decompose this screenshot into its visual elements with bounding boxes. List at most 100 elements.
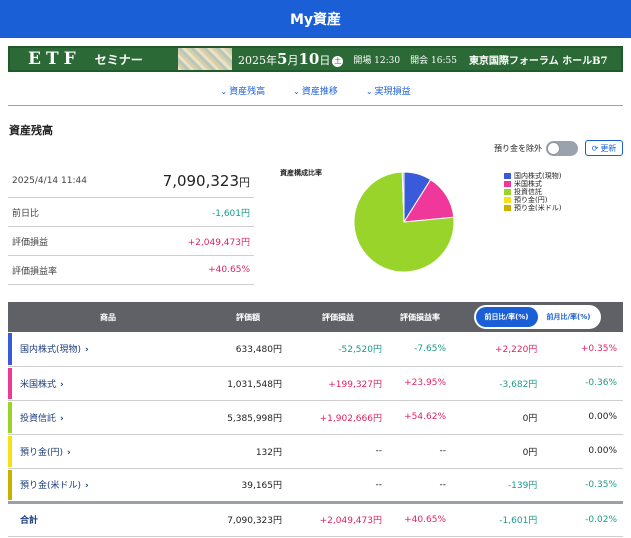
product-name-cell[interactable]: 米国株式 › — [8, 366, 208, 401]
app-header: My資産 — [0, 0, 631, 38]
cell-value: 7,090,323円 — [208, 500, 288, 537]
toggle-knob — [547, 142, 560, 155]
table-row[interactable]: 投資信託 › 5,385,998円 +1,902,666円 +54.62% 0円 0.00% — [8, 400, 623, 435]
cell-value: 633,480円 — [208, 332, 288, 367]
subnav-balance[interactable]: ⌄ 資産残高 — [220, 87, 266, 97]
cell-pl: -52,520円 — [288, 332, 388, 367]
allocation-pie-chart — [353, 171, 455, 273]
product-name-cell[interactable]: 投資信託 › — [8, 400, 208, 435]
banner-venue: 東京国際フォーラム ホールB7 — [468, 55, 608, 67]
legend-item: 米国株式 — [504, 180, 561, 188]
banner-illustration — [178, 48, 232, 70]
banner-right: 2025年5月10日土 開場 12:30 開会 16:55 東京国際フォーラム … — [228, 48, 621, 70]
legend-swatch — [504, 189, 511, 195]
legend-swatch — [504, 173, 511, 179]
col-product: 商品 — [8, 302, 208, 332]
tab-monthly-change[interactable]: 前月比/率(%) — [546, 313, 591, 321]
refresh-icon: ⟳ — [591, 143, 599, 153]
toggle-switch[interactable] — [546, 141, 578, 156]
cell-plr: +40.65% — [388, 500, 452, 537]
chevron-down-icon: ⌄ — [293, 87, 300, 96]
product-name[interactable]: 預り金(円) — [20, 447, 64, 458]
table-row[interactable]: 国内株式(現物) › 633,480円 -52,520円 -7.65% +2,220円 +0… — [8, 332, 623, 367]
cell-value: 132円 — [208, 434, 288, 469]
pie-slice — [353, 171, 455, 273]
holdings-table: 商品 評価額 評価損益 評価損益率 前日比/率(%) 前月比/率(%) 国内株式… — [8, 302, 623, 537]
banner-weekday: 土 — [332, 55, 344, 67]
cell-pl: +1,902,666円 — [288, 400, 388, 435]
summary-row: 評価損益率 +40.65% — [8, 256, 254, 285]
table-row[interactable]: 米国株式 › 1,031,548円 +199,327円 +23.95% -3,682円 -0… — [8, 366, 623, 401]
product-name: 合計 — [20, 516, 39, 526]
section-title: 資産残高 — [9, 124, 53, 137]
legend-swatch — [504, 205, 511, 211]
legend-label: 預り金(円) — [514, 196, 548, 204]
col-plr: 評価損益率 — [388, 302, 452, 332]
summary-label: 評価損益 — [12, 237, 49, 248]
banner-open: 開場 12:30 — [353, 55, 401, 66]
category-color-bar — [8, 333, 12, 365]
chevron-right-icon[interactable]: › — [85, 481, 89, 491]
cell-pl: +199,327円 — [288, 366, 388, 401]
banner-etf: ETF — [28, 49, 81, 69]
summary-value: +40.65% — [208, 265, 250, 275]
summary-row: 評価損益 +2,049,473円 — [8, 227, 254, 256]
cell-plr: -- — [388, 434, 452, 469]
cell-ddr: 0.00% — [543, 400, 623, 435]
product-name-cell: 合計 — [8, 500, 208, 537]
exclude-deposit-toggle[interactable]: 預り金を除外 — [494, 141, 578, 156]
col-pl: 評価損益 — [288, 302, 388, 332]
chevron-down-icon: ⌄ — [220, 87, 228, 96]
tab-daily-change[interactable]: 前日比/率(%) — [475, 307, 538, 327]
category-color-bar — [8, 401, 12, 433]
seminar-banner[interactable]: ETF セミナー 2025年5月10日土 開場 12:30 開会 16:55 東… — [8, 46, 623, 72]
chevron-right-icon[interactable]: › — [85, 345, 89, 356]
table-row[interactable]: 預り金(円) › 132円 -- -- 0円 0.00% — [8, 434, 623, 469]
cell-dd: 0円 — [452, 434, 544, 469]
divider — [8, 105, 623, 106]
summary-total: 7,090,323円 — [162, 171, 250, 190]
product-name[interactable]: 国内株式(現物) — [20, 345, 82, 356]
legend-label: 投資信託 — [514, 188, 542, 196]
cell-pl: -- — [288, 434, 388, 469]
product-name-cell[interactable]: 預り金(米ドル) › — [8, 468, 208, 503]
product-name-cell[interactable]: 預り金(円) › — [8, 434, 208, 469]
product-name[interactable]: 預り金(米ドル) — [20, 481, 82, 491]
banner-start: 開会 16:55 — [410, 55, 457, 66]
legend-item: 預り金(円) — [504, 196, 561, 204]
table-row[interactable]: 預り金(米ドル) › 39,165円 -- -- -139円 -0.35% — [8, 468, 623, 503]
product-name[interactable]: 投資信託 — [20, 413, 57, 424]
pie-slice — [401, 171, 405, 223]
cell-plr: -7.65% — [388, 332, 452, 367]
subnav-history[interactable]: ⌄ 資産推移 — [293, 87, 338, 97]
product-name-cell[interactable]: 国内株式(現物) › — [8, 332, 208, 367]
legend-item: 投資信託 — [504, 188, 561, 196]
category-color-bar — [8, 367, 12, 399]
chevron-right-icon[interactable]: › — [67, 447, 71, 458]
summary-label: 評価損益率 — [12, 266, 58, 277]
cell-ddr: +0.35% — [543, 332, 623, 367]
cell-value: 39,165円 — [208, 468, 288, 503]
subnav-realized[interactable]: ⌄ 実現損益 — [365, 87, 411, 97]
legend-label: 預り金(米ドル) — [514, 204, 562, 212]
cell-dd: 0円 — [452, 400, 544, 435]
legend-item: 国内株式(現物) — [504, 172, 561, 180]
chevron-right-icon[interactable]: › — [60, 379, 64, 390]
toggle-label: 預り金を除外 — [494, 144, 542, 153]
cell-dd: +2,220円 — [452, 332, 544, 367]
col-change-tabs: 前日比/率(%) 前月比/率(%) — [452, 302, 623, 332]
category-color-bar — [8, 435, 12, 467]
sub-navigation: ⌄ 資産残高 ⌄ 資産推移 ⌄ 実現損益 — [0, 84, 631, 97]
cell-pl: -- — [288, 468, 388, 503]
cell-value: 1,031,548円 — [208, 366, 288, 401]
product-name[interactable]: 米国株式 — [20, 379, 57, 390]
chevron-right-icon[interactable]: › — [60, 413, 64, 424]
cell-dd: -3,682円 — [452, 366, 544, 401]
chart-title: 資産構成比率 — [280, 169, 322, 177]
chart-legend: 国内株式(現物) 米国株式 投資信託 預り金(円) 預り金(米ドル) — [504, 172, 561, 212]
cell-plr: +23.95% — [388, 366, 452, 401]
refresh-button[interactable]: ⟳ 更新 — [585, 140, 623, 156]
legend-item: 預り金(米ドル) — [504, 204, 561, 212]
legend-swatch — [504, 197, 511, 203]
banner-seminar: セミナー — [94, 52, 143, 67]
